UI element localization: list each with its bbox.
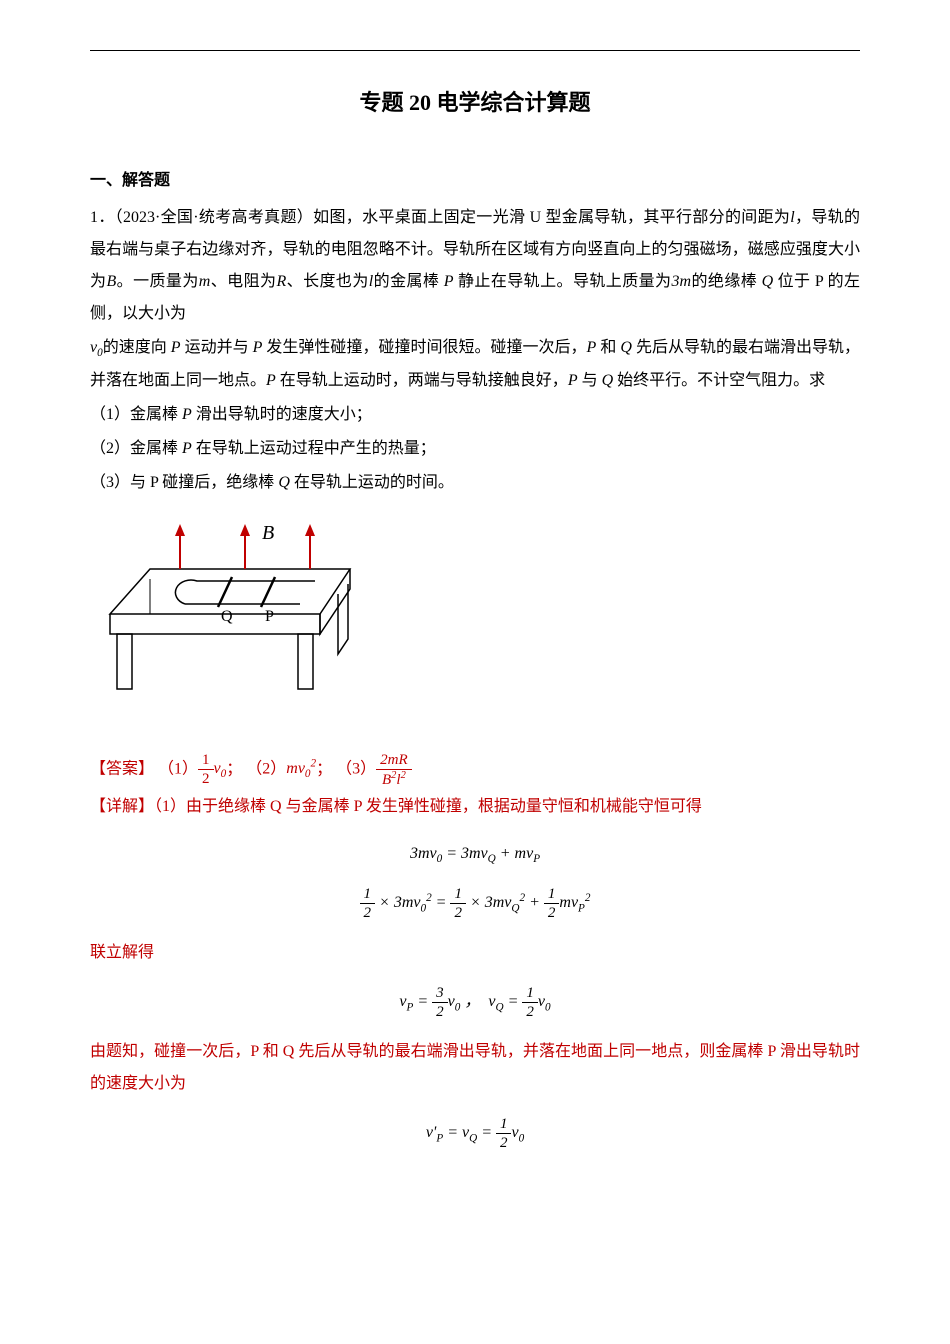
header-rule [90, 50, 860, 51]
question-3: （3）与 P 碰撞后，绝缘棒 Q 在导轨上运动的时间。 [90, 467, 860, 499]
label-P: P [265, 608, 274, 625]
problem-number: 1． [90, 209, 115, 226]
solution-step-2: 联立解得 [90, 937, 860, 969]
page-title: 专题 20 电学综合计算题 [90, 81, 860, 125]
question-2: （2）金属棒 P 在导轨上运动过程中产生的热量； [90, 433, 860, 465]
answer-block: 【答案】 （1）12v0； （2）mv02； （3）2mRB2l2 [90, 751, 860, 789]
label-Q: Q [221, 608, 233, 625]
problem-statement-2: v0的速度向 P 运动并与 P 发生弹性碰撞，碰撞时间很短。碰撞一次后，P 和 … [90, 332, 860, 397]
problem-source: （2023·全国·统考高考真题） [115, 209, 313, 226]
section-header: 一、解答题 [90, 165, 860, 197]
equation-2: 12 × 3mv02 = 12 × 3mvQ2 + 12mvP2 [90, 885, 860, 922]
equation-1: 3mv0 = 3mvQ + mvP [90, 838, 860, 871]
equation-4: v'P = vQ = 12v0 [90, 1115, 860, 1152]
physics-diagram: B Q P [90, 514, 860, 736]
equation-3: vP = 32v0 ， vQ = 12v0 [90, 984, 860, 1021]
solution-step-1: 【详解】（1）由于绝缘棒 Q 与金属棒 P 发生弹性碰撞，根据动量守恒和机械能守… [90, 791, 860, 823]
solution-step-3: 由题知，碰撞一次后，P 和 Q 先后从导轨的最右端滑出导轨，并落在地面上同一地点… [90, 1036, 860, 1100]
question-1: （1）金属棒 P 滑出导轨时的速度大小； [90, 399, 860, 431]
problem-statement: 1．（2023·全国·统考高考真题）如图，水平桌面上固定一光滑 U 型金属导轨，… [90, 202, 860, 330]
label-B: B [262, 522, 274, 544]
